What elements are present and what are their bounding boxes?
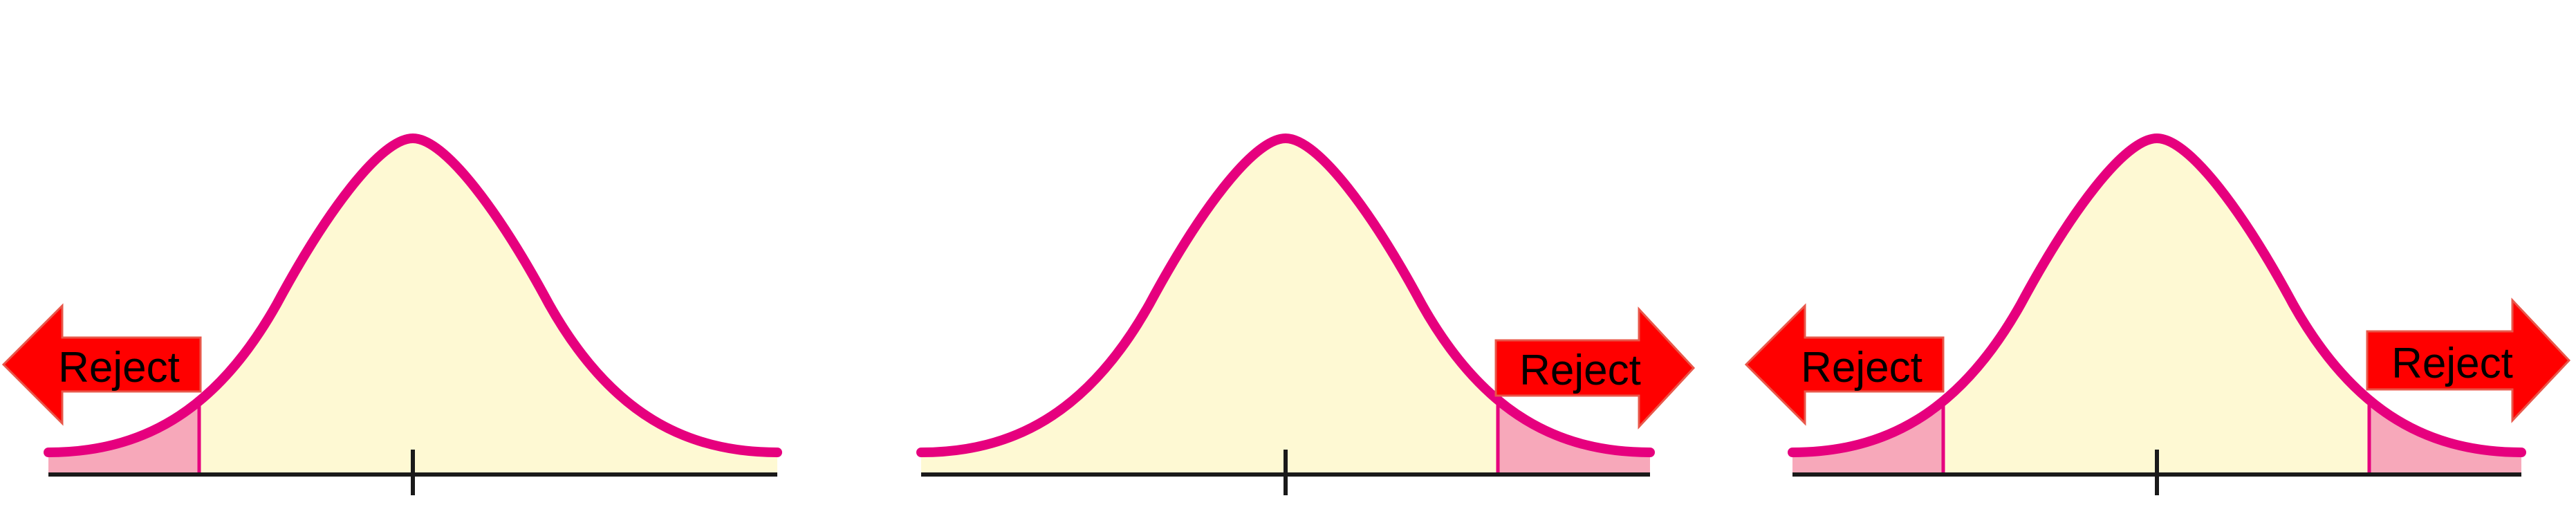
reject-label: Reject [1801, 344, 1922, 392]
reject-arrow-left [1, 303, 202, 426]
normal-curve [44, 133, 782, 457]
rejection-region-right [2369, 400, 2521, 475]
panel-two-tailed: Reject Reject [1744, 133, 2571, 495]
reject-label: Reject [58, 344, 180, 392]
reject-arrow-right [2366, 297, 2571, 423]
curve-area [1792, 138, 2521, 475]
reject-arrow-left [1744, 303, 1945, 426]
rejection-region-right [1498, 400, 1650, 475]
reject-label: Reject [2391, 340, 2513, 387]
curve-area [48, 138, 777, 475]
panel-left-tailed: Reject [1, 133, 782, 495]
reject-label: Reject [1519, 347, 1641, 394]
normal-curve [1788, 133, 2526, 457]
reject-arrow-right [1494, 306, 1696, 430]
rejection-region-left [1792, 400, 1943, 475]
curve-area [921, 138, 1650, 475]
normal-curve [916, 133, 1655, 457]
rejection-region-left [48, 400, 199, 475]
panel-right-tailed: Reject [916, 133, 1696, 495]
